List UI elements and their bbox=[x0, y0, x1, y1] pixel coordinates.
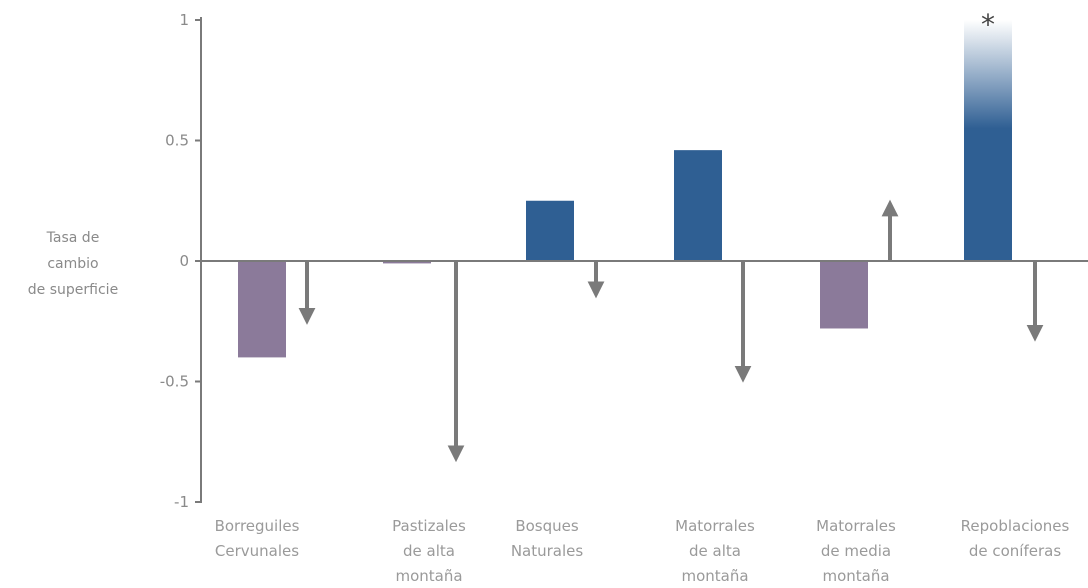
category-labels: Borreguiles Cervunales Pastizales de alta mo… bbox=[215, 517, 1070, 585]
y-tick-label: 1 bbox=[179, 11, 189, 29]
bar bbox=[238, 261, 286, 358]
bar bbox=[383, 261, 431, 264]
category-label: Naturales bbox=[511, 542, 584, 560]
category-label: Bosques bbox=[515, 517, 579, 535]
category-label: Matorrales bbox=[816, 517, 896, 535]
category-label: de media bbox=[821, 542, 891, 560]
change-arrows bbox=[298, 199, 1044, 463]
significance-star: * bbox=[981, 8, 995, 41]
bar bbox=[820, 261, 868, 329]
bar bbox=[964, 20, 1012, 261]
annotations: * bbox=[981, 8, 995, 41]
y-tick-label: 0.5 bbox=[165, 132, 189, 150]
category-label: de coníferas bbox=[969, 542, 1061, 560]
category-label: montaña bbox=[822, 567, 889, 585]
category-label: montaña bbox=[395, 567, 462, 585]
category-label: Repoblaciones bbox=[961, 517, 1070, 535]
y-axis-label-line-3: de superficie bbox=[28, 282, 118, 298]
y-axis-label-line-1: Tasa de bbox=[46, 230, 100, 246]
y-axis-label-line-2: cambio bbox=[47, 256, 98, 272]
category-label: Cervunales bbox=[215, 542, 299, 560]
bars bbox=[238, 20, 1012, 358]
y-tick-label: -1 bbox=[174, 493, 189, 511]
category-label: montaña bbox=[681, 567, 748, 585]
category-label: Matorrales bbox=[675, 517, 755, 535]
category-label: Pastizales bbox=[392, 517, 466, 535]
category-label: de alta bbox=[403, 542, 455, 560]
category-label: de alta bbox=[689, 542, 741, 560]
y-tick-label: -0.5 bbox=[160, 373, 189, 391]
bar bbox=[526, 200, 574, 261]
bar bbox=[674, 150, 722, 261]
y-tick-label: 0 bbox=[179, 252, 189, 270]
category-label: Borreguiles bbox=[215, 517, 300, 535]
y-axis-label: Tasa de cambio de superficie bbox=[28, 230, 118, 298]
y-ticks: 1 0.5 0 -0.5 -1 bbox=[160, 11, 201, 511]
